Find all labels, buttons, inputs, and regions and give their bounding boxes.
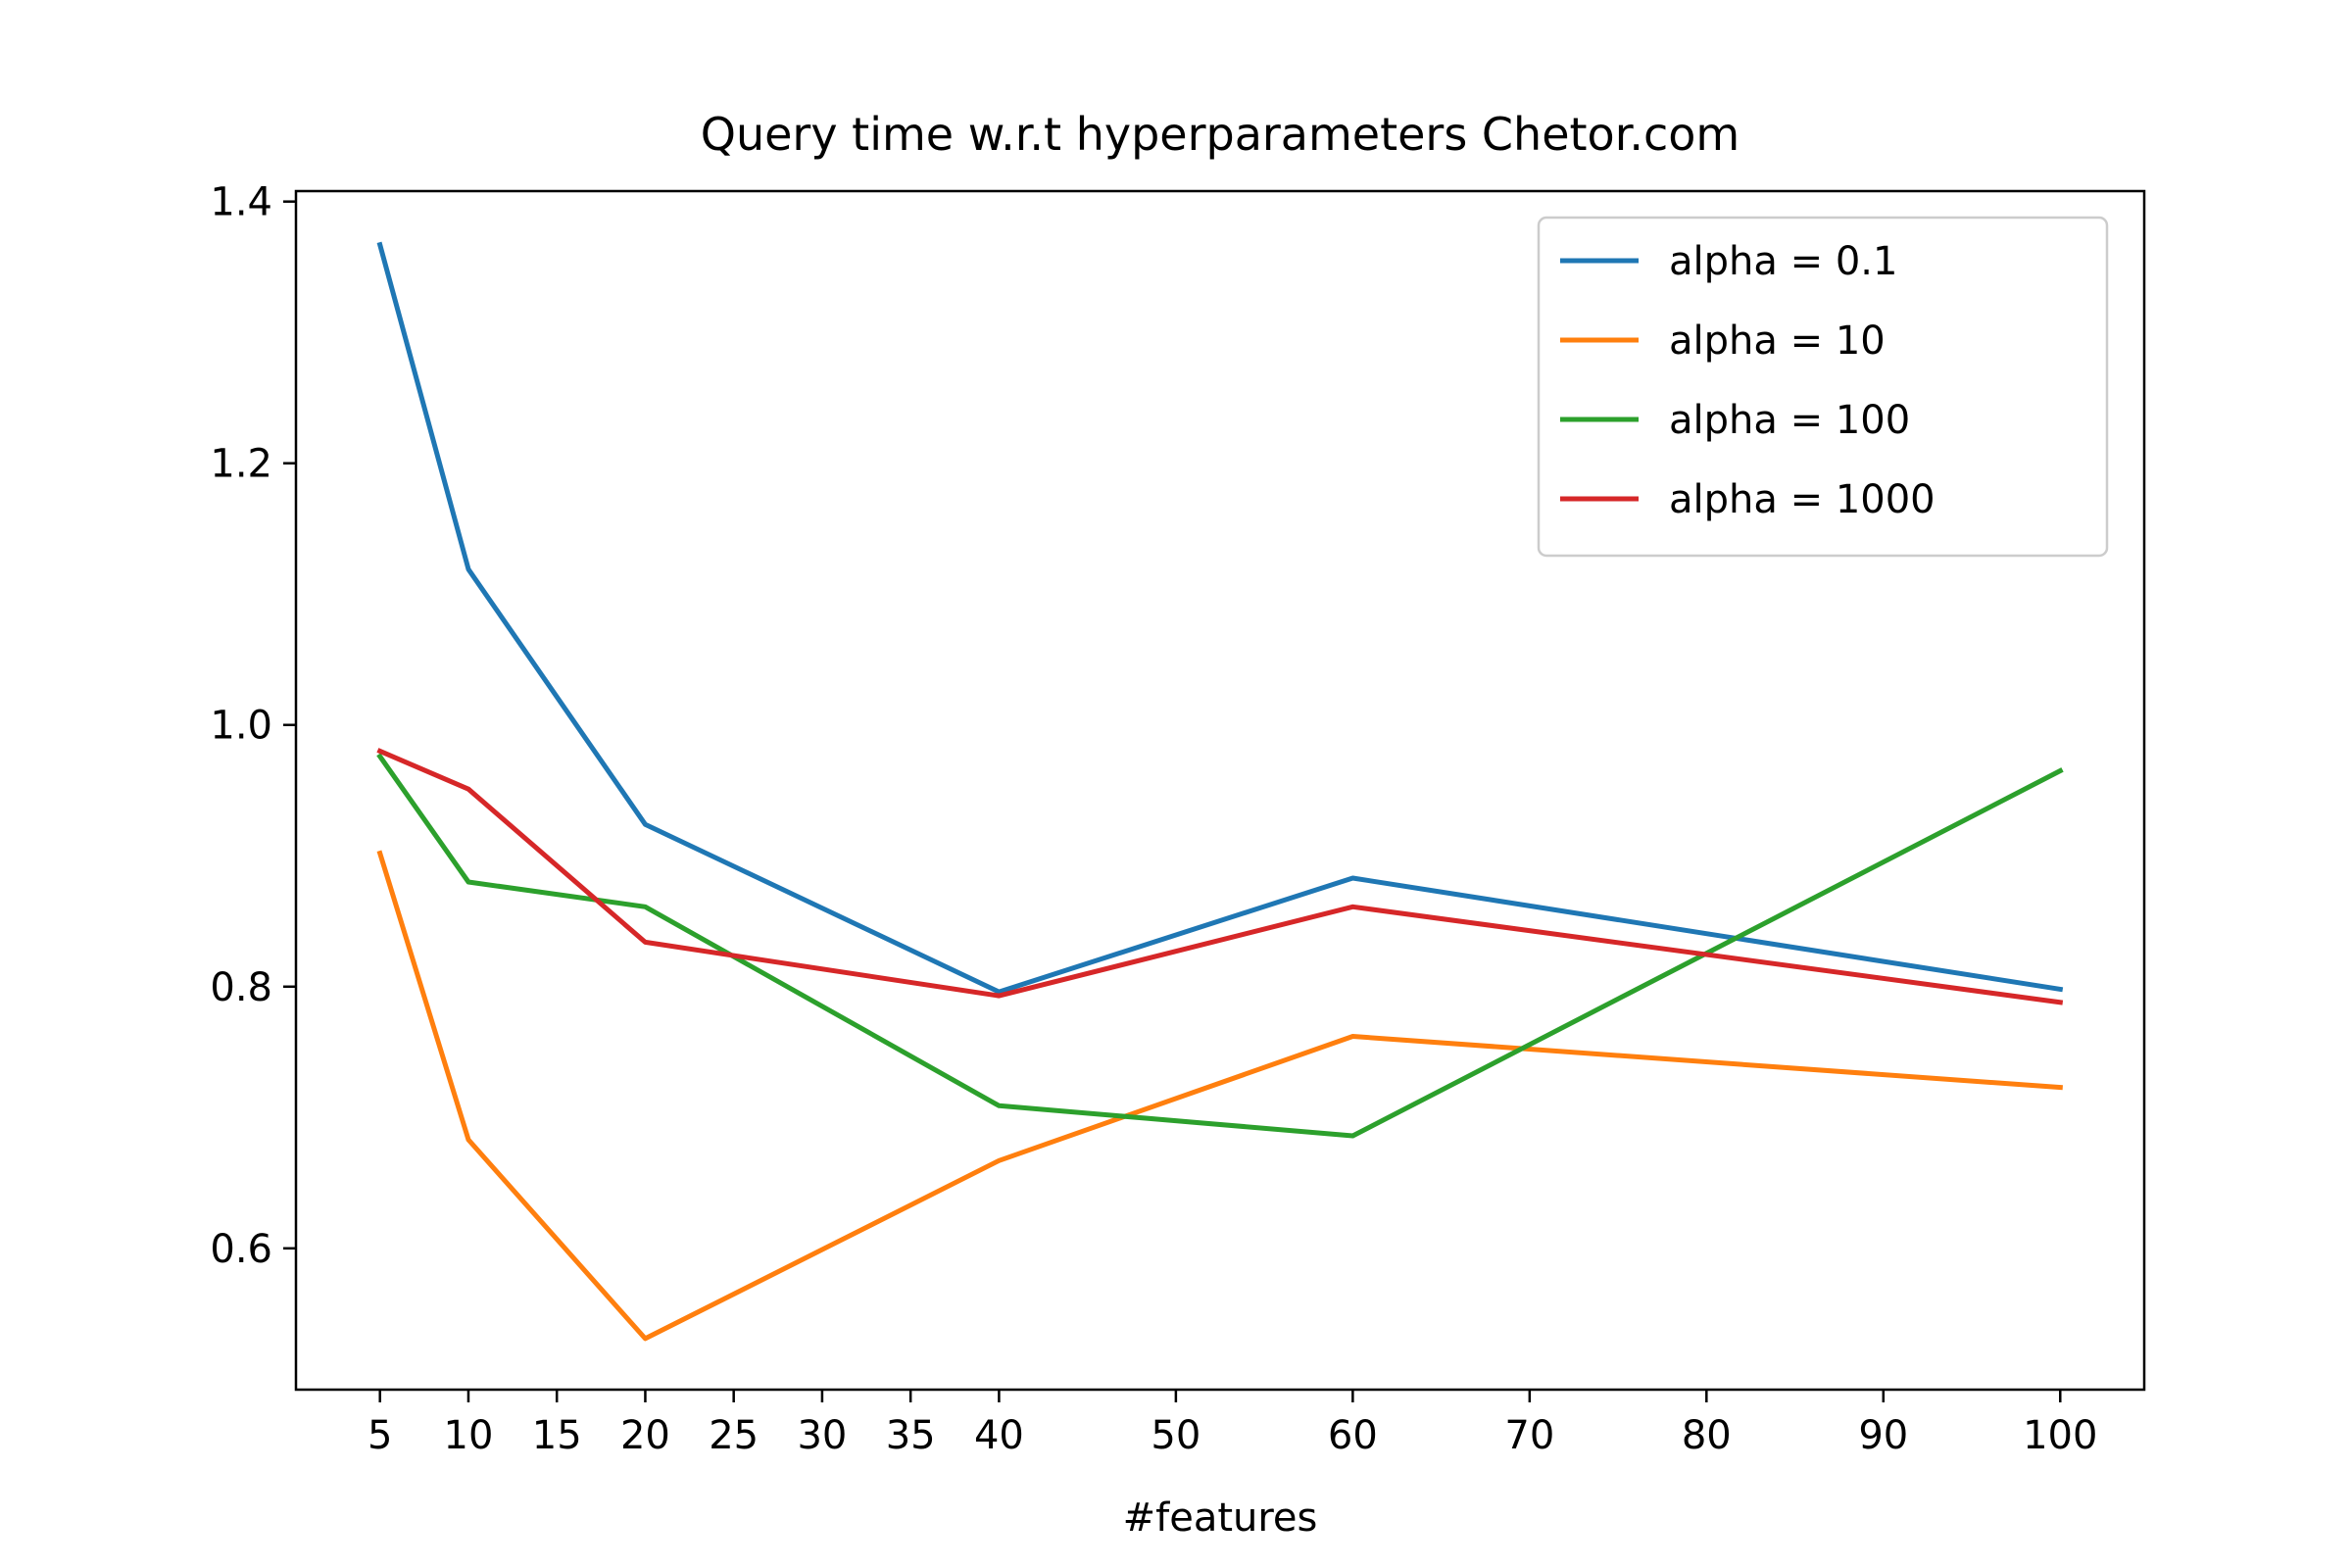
x-axis-label: #features <box>1123 1495 1318 1541</box>
x-tick-label-2: 15 <box>532 1413 582 1458</box>
x-tick-label-11: 80 <box>1682 1413 1732 1458</box>
series-line-0 <box>376 241 2064 995</box>
y-tick-label-4: 1.4 <box>210 180 272 225</box>
x-tick-label-7: 40 <box>974 1413 1024 1458</box>
series-line-1 <box>376 850 2063 1342</box>
chart-title: Query time w.r.t hyperparameters Chetor.… <box>701 108 1740 161</box>
legend-label-0: alpha = 0.1 <box>1669 239 1897 284</box>
series-line-3 <box>376 748 2064 1005</box>
y-tick-label-0: 0.6 <box>210 1227 272 1272</box>
series-line-2 <box>376 753 2064 1139</box>
legend-box <box>1537 216 2109 558</box>
x-tick-label-10: 70 <box>1504 1413 1554 1458</box>
x-tick-label-8: 50 <box>1151 1413 1200 1458</box>
x-tick-label-13: 100 <box>2023 1413 2097 1458</box>
x-tick-label-4: 25 <box>709 1413 759 1458</box>
x-tick-label-9: 60 <box>1328 1413 1378 1458</box>
legend-label-3: alpha = 1000 <box>1669 477 1936 522</box>
x-tick-label-1: 10 <box>444 1413 494 1458</box>
plot-area: 5 10 15 20 25 30 35 40 50 60 70 80 90 100 0.6 0.8 1.0 1.2… <box>210 180 2146 1458</box>
plot-frame <box>294 189 2146 1392</box>
x-tick-label-12: 90 <box>1858 1413 1908 1458</box>
x-tick-label-0: 5 <box>368 1413 392 1458</box>
x-tick-label-5: 30 <box>797 1413 847 1458</box>
legend-label-1: alpha = 10 <box>1669 318 1886 364</box>
legend-label-2: alpha = 100 <box>1669 398 1910 443</box>
y-tick-label-2: 1.0 <box>210 704 272 749</box>
x-tick-label-3: 20 <box>620 1413 670 1458</box>
x-tick-label-6: 35 <box>886 1413 936 1458</box>
y-tick-label-1: 0.8 <box>210 965 272 1010</box>
y-tick-label-3: 1.2 <box>210 442 272 487</box>
